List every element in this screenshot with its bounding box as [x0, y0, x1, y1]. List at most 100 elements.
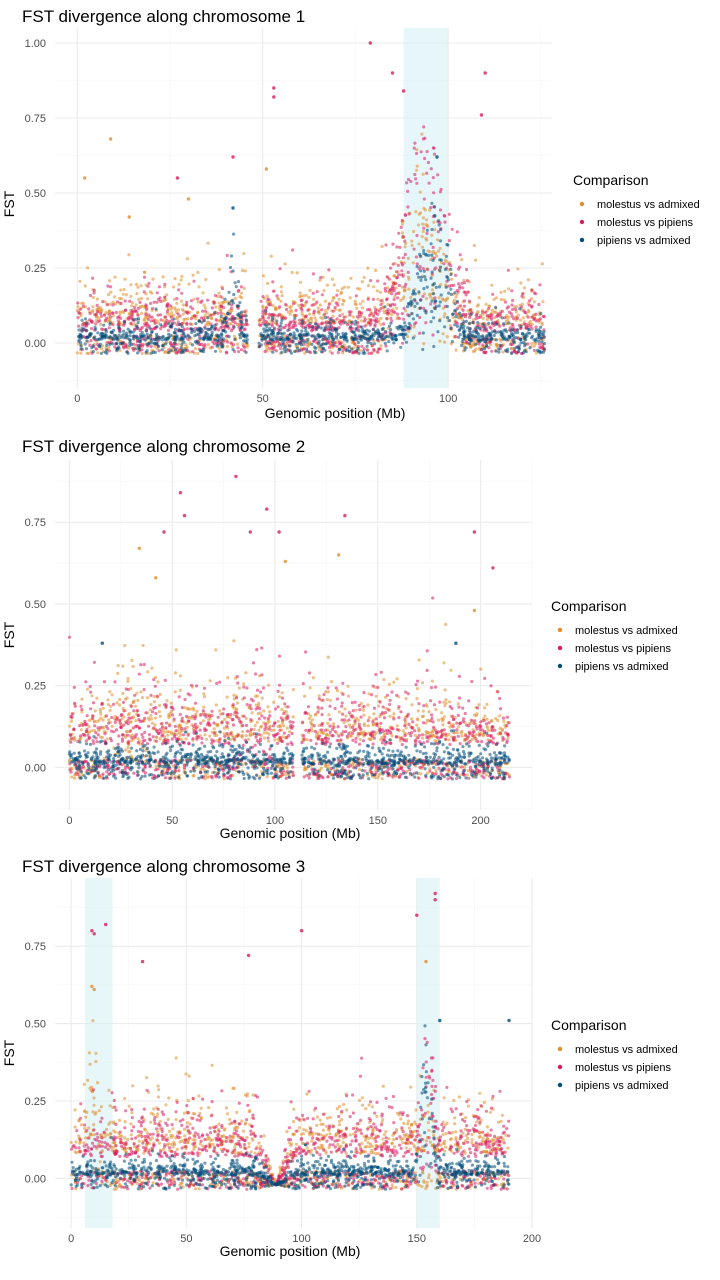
data-point	[419, 298, 423, 302]
data-point	[204, 322, 208, 326]
data-point	[304, 293, 308, 297]
data-point	[291, 339, 295, 343]
data-point	[412, 247, 416, 251]
data-point	[68, 724, 72, 728]
data-point	[315, 290, 319, 294]
data-point	[483, 324, 487, 328]
data-point	[233, 337, 237, 341]
data-point	[399, 710, 403, 714]
data-point	[128, 330, 132, 334]
data-point	[206, 337, 210, 341]
data-point	[117, 703, 122, 707]
data-point	[176, 342, 181, 346]
outlier-point	[83, 176, 87, 180]
data-point	[459, 731, 463, 735]
data-point	[174, 729, 178, 733]
data-point	[280, 332, 284, 336]
data-point	[308, 312, 312, 316]
data-point	[222, 707, 226, 711]
data-point	[431, 728, 435, 733]
data-point	[280, 318, 284, 322]
data-point	[537, 302, 541, 307]
data-point	[131, 700, 135, 704]
data-point	[419, 150, 423, 154]
data-point	[309, 738, 313, 743]
data-point	[430, 253, 434, 257]
data-point	[341, 681, 345, 685]
data-point	[291, 248, 295, 252]
data-point	[126, 336, 130, 340]
data-point	[227, 335, 231, 339]
data-point	[259, 299, 263, 303]
data-point	[489, 337, 494, 341]
data-point	[286, 742, 290, 746]
data-point	[315, 300, 319, 304]
data-point	[488, 325, 492, 329]
data-point	[485, 344, 489, 348]
data-point	[209, 326, 213, 331]
data-point	[465, 773, 469, 777]
data-point	[180, 342, 184, 346]
data-point	[128, 334, 132, 338]
data-point	[422, 249, 426, 253]
data-point	[430, 270, 434, 274]
data-point	[173, 690, 177, 694]
data-point	[130, 304, 134, 308]
data-point	[440, 297, 445, 301]
data-point	[81, 301, 85, 305]
data-point	[435, 238, 440, 242]
data-point	[538, 345, 542, 349]
data-point	[514, 305, 519, 309]
data-point	[212, 731, 216, 735]
data-point	[445, 242, 449, 247]
data-point	[354, 327, 358, 331]
data-point	[443, 340, 447, 344]
data-point	[232, 325, 236, 329]
data-point	[196, 351, 200, 355]
data-point	[455, 299, 459, 303]
data-point	[429, 167, 433, 171]
data-point	[272, 333, 276, 337]
data-point	[476, 321, 480, 325]
data-point	[406, 270, 410, 274]
data-point	[346, 684, 350, 688]
data-point	[396, 312, 400, 316]
data-point	[90, 729, 94, 733]
data-point	[134, 282, 139, 286]
data-point	[372, 347, 376, 352]
data-point	[317, 694, 321, 698]
data-point	[423, 275, 427, 279]
data-point	[507, 721, 511, 725]
data-point	[392, 281, 396, 286]
data-point	[454, 273, 458, 277]
legend-label: molestus vs admixed	[597, 199, 700, 211]
data-point	[119, 301, 123, 306]
data-point	[285, 348, 289, 352]
data-point	[265, 294, 269, 298]
data-point	[487, 307, 491, 311]
data-point	[242, 310, 246, 314]
data-point	[197, 332, 201, 336]
data-point	[397, 705, 401, 709]
data-point	[379, 303, 383, 307]
data-point	[532, 348, 536, 352]
data-point	[85, 328, 89, 332]
data-point	[497, 347, 501, 351]
data-point	[411, 261, 415, 265]
data-point	[219, 332, 223, 336]
data-point	[441, 723, 445, 727]
data-point	[371, 297, 375, 301]
data-point	[263, 349, 267, 354]
data-point	[491, 741, 495, 745]
data-point	[439, 772, 443, 776]
data-point	[83, 284, 87, 288]
data-point	[425, 150, 429, 154]
data-point	[406, 326, 410, 330]
data-point	[403, 285, 407, 289]
data-point	[423, 292, 427, 296]
data-point	[458, 286, 462, 290]
data-point	[117, 315, 121, 319]
data-point	[385, 275, 389, 279]
data-point	[524, 350, 528, 354]
data-point	[118, 296, 122, 300]
